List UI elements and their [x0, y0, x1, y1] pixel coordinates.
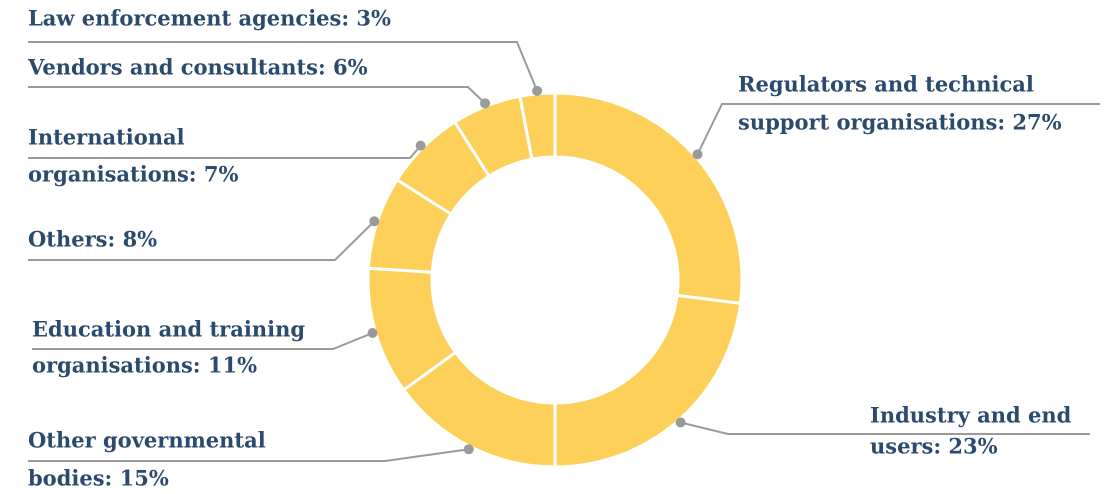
leader-dot	[675, 417, 686, 428]
donut-slice	[553, 293, 743, 469]
slice-label: International	[28, 125, 185, 150]
leader-line	[32, 332, 373, 350]
leader-line	[28, 144, 422, 159]
slice-label: support organisations: 27%	[738, 110, 1062, 135]
slice-label: Law enforcement agencies: 3%	[28, 6, 391, 31]
donut-slice	[518, 91, 557, 161]
leader-line	[28, 41, 539, 92]
slice-label: organisations: 7%	[28, 162, 238, 187]
slice-label: Others: 8%	[28, 227, 157, 252]
leader-dot	[532, 85, 543, 96]
slice-label: Industry and end	[870, 403, 1072, 428]
slice-label: Education and training	[32, 317, 305, 342]
leader-dot	[415, 140, 426, 151]
slice-label: users: 23%	[870, 434, 998, 459]
leader-line	[28, 220, 376, 261]
leader-line	[28, 448, 469, 462]
leader-dot	[480, 98, 491, 109]
leader-line	[696, 103, 1100, 155]
slice-label: organisations: 11%	[32, 353, 257, 378]
donut-slice	[553, 91, 744, 306]
slice-label: Other governmental	[28, 428, 266, 453]
slice-label: Vendors and consultants: 6%	[27, 55, 368, 80]
slice-label: bodies: 15%	[28, 466, 169, 491]
leader-dot	[369, 216, 380, 227]
leader-dot	[367, 328, 378, 339]
leader-line	[680, 421, 1090, 435]
leader-dot	[692, 149, 703, 160]
slice-label: Regulators and technical	[738, 72, 1034, 97]
leader-line	[28, 86, 486, 105]
leader-dot	[463, 444, 474, 455]
